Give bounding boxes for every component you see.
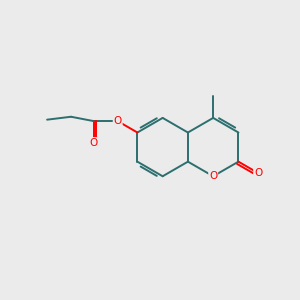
- Text: O: O: [209, 171, 217, 181]
- Text: O: O: [114, 116, 122, 126]
- Text: O: O: [254, 168, 262, 178]
- Text: O: O: [90, 138, 98, 148]
